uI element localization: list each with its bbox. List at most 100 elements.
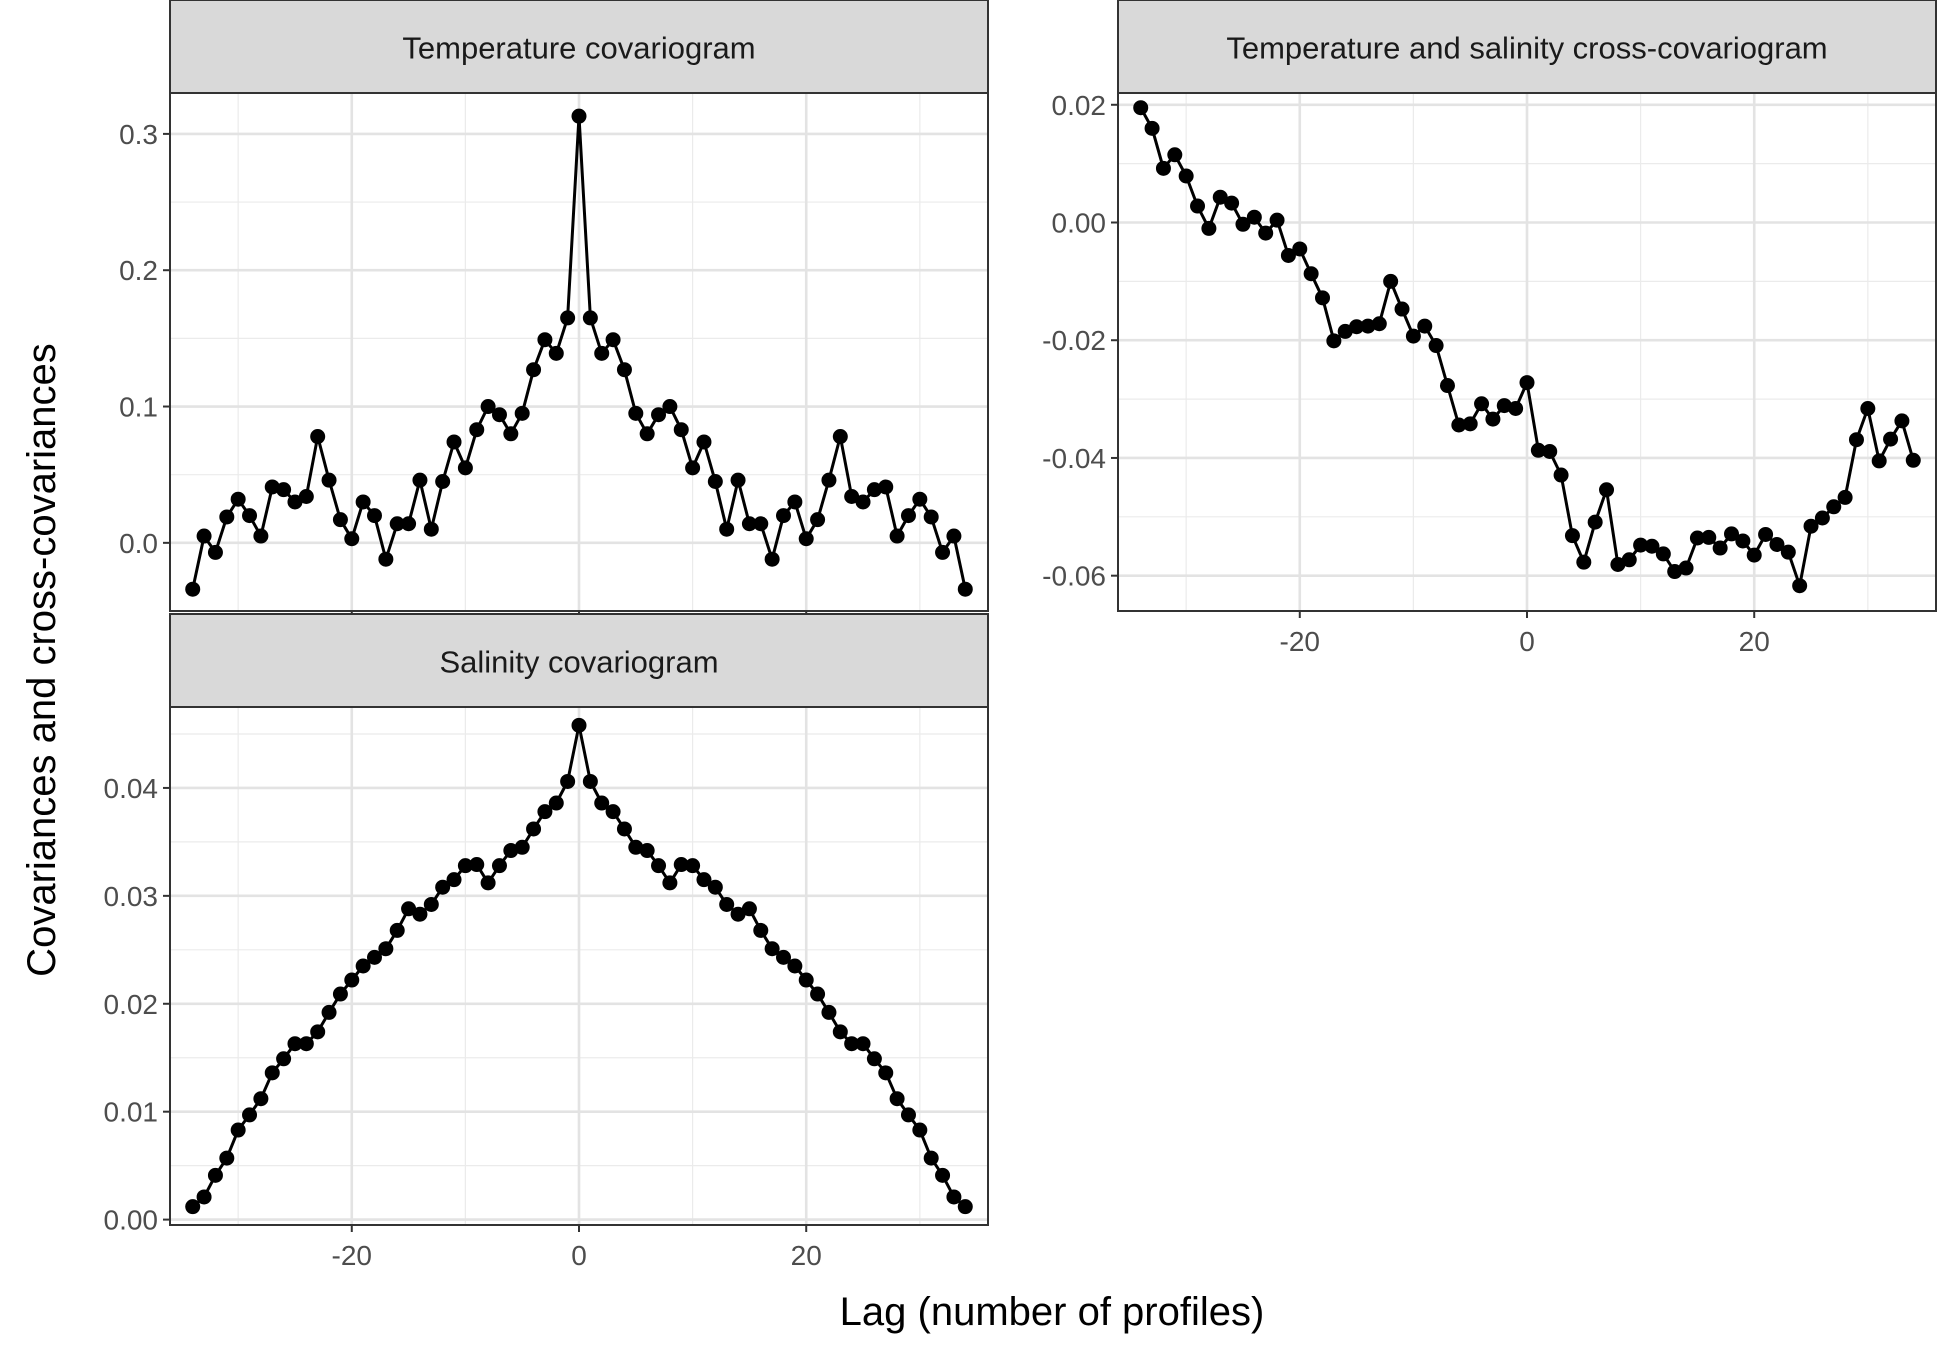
data-point (514, 839, 530, 855)
data-point (1667, 564, 1683, 580)
data-point (1724, 526, 1739, 542)
data-point (605, 332, 621, 348)
data-point (855, 1036, 871, 1052)
data-point (355, 494, 371, 510)
y-tick-label: 0.02 (1052, 90, 1107, 121)
data-point (1155, 160, 1171, 176)
data-point (1519, 375, 1535, 391)
data-point (719, 521, 735, 537)
data-point (491, 407, 507, 423)
data-point (412, 472, 428, 488)
data-point (332, 986, 348, 1002)
x-tick-label: 0 (571, 1240, 587, 1271)
data-point (1576, 554, 1592, 570)
data-point (1814, 510, 1830, 526)
data-point (1292, 241, 1308, 257)
data-point (662, 875, 678, 891)
data-point (628, 839, 644, 855)
data-point (1451, 417, 1467, 433)
data-point (446, 872, 462, 888)
data-point (1258, 225, 1274, 241)
data-point (787, 494, 803, 510)
data-point (310, 429, 326, 445)
data-point (219, 509, 235, 525)
data-point (651, 407, 667, 423)
data-point (1564, 528, 1580, 544)
data-point (526, 821, 542, 837)
data-point (923, 509, 939, 525)
data-point (866, 482, 882, 498)
data-point (1178, 168, 1194, 184)
y-tick-label: 0.0 (119, 528, 158, 559)
data-point (423, 896, 439, 912)
data-point (923, 1150, 939, 1166)
data-point (1508, 401, 1524, 417)
data-point (367, 508, 382, 524)
data-point (889, 528, 905, 544)
data-point (1758, 526, 1774, 542)
data-point (457, 460, 473, 476)
data-point (526, 362, 542, 378)
data-point (196, 528, 212, 544)
data-point (332, 512, 348, 528)
x-tick-label: -20 (1280, 626, 1320, 657)
data-point (242, 508, 258, 524)
data-point (1905, 452, 1921, 468)
data-point (1303, 266, 1319, 282)
data-point (1599, 482, 1615, 498)
data-point (253, 528, 269, 544)
data-point (185, 581, 201, 597)
data-point (605, 804, 621, 820)
y-tick-label: 0.00 (1052, 208, 1107, 239)
data-point (1326, 333, 1342, 349)
y-tick-label: 0.03 (104, 881, 159, 912)
data-point (776, 508, 791, 524)
x-tick-label: 0 (1519, 626, 1535, 657)
data-point (1280, 247, 1296, 263)
y-tick-label: 0.01 (104, 1097, 159, 1128)
data-point (832, 429, 848, 445)
data-point (685, 858, 701, 874)
panel-title: Temperature covariogram (402, 31, 755, 66)
data-point (844, 488, 860, 504)
data-point (1405, 328, 1421, 344)
data-point (1837, 489, 1853, 505)
panel-strip (169, 613, 989, 708)
data-point (389, 516, 405, 532)
data-point (810, 986, 826, 1002)
data-point (616, 821, 632, 837)
data-point (1360, 318, 1376, 334)
data-point (457, 858, 473, 874)
data-point (1190, 198, 1206, 214)
data-point (753, 516, 769, 532)
data-point (1224, 195, 1240, 211)
data-point (207, 544, 223, 560)
data-point (401, 901, 417, 917)
data-point (741, 516, 757, 532)
data-point (1383, 273, 1399, 289)
data-point (798, 531, 814, 547)
data-point (912, 491, 928, 507)
y-tick-label: 0.04 (104, 773, 159, 804)
data-point (878, 1065, 894, 1081)
data-point (230, 491, 246, 507)
data-point (378, 941, 394, 957)
data-point (821, 1004, 837, 1020)
data-point (1633, 537, 1649, 553)
data-point (855, 494, 871, 510)
data-point (571, 717, 587, 733)
data-point (866, 1051, 882, 1067)
data-point (219, 1150, 235, 1166)
data-point (1428, 338, 1444, 354)
data-point (537, 332, 553, 348)
data-point (594, 345, 610, 361)
x-axis-title: Lag (number of profiles) (840, 1290, 1265, 1334)
data-point (1735, 533, 1751, 549)
y-tick-label: 0.2 (119, 255, 158, 286)
data-point (719, 896, 735, 912)
data-point (242, 1107, 258, 1123)
data-point (491, 858, 507, 874)
data-point (821, 472, 837, 488)
data-point (253, 1091, 269, 1107)
data-point (1337, 323, 1353, 339)
